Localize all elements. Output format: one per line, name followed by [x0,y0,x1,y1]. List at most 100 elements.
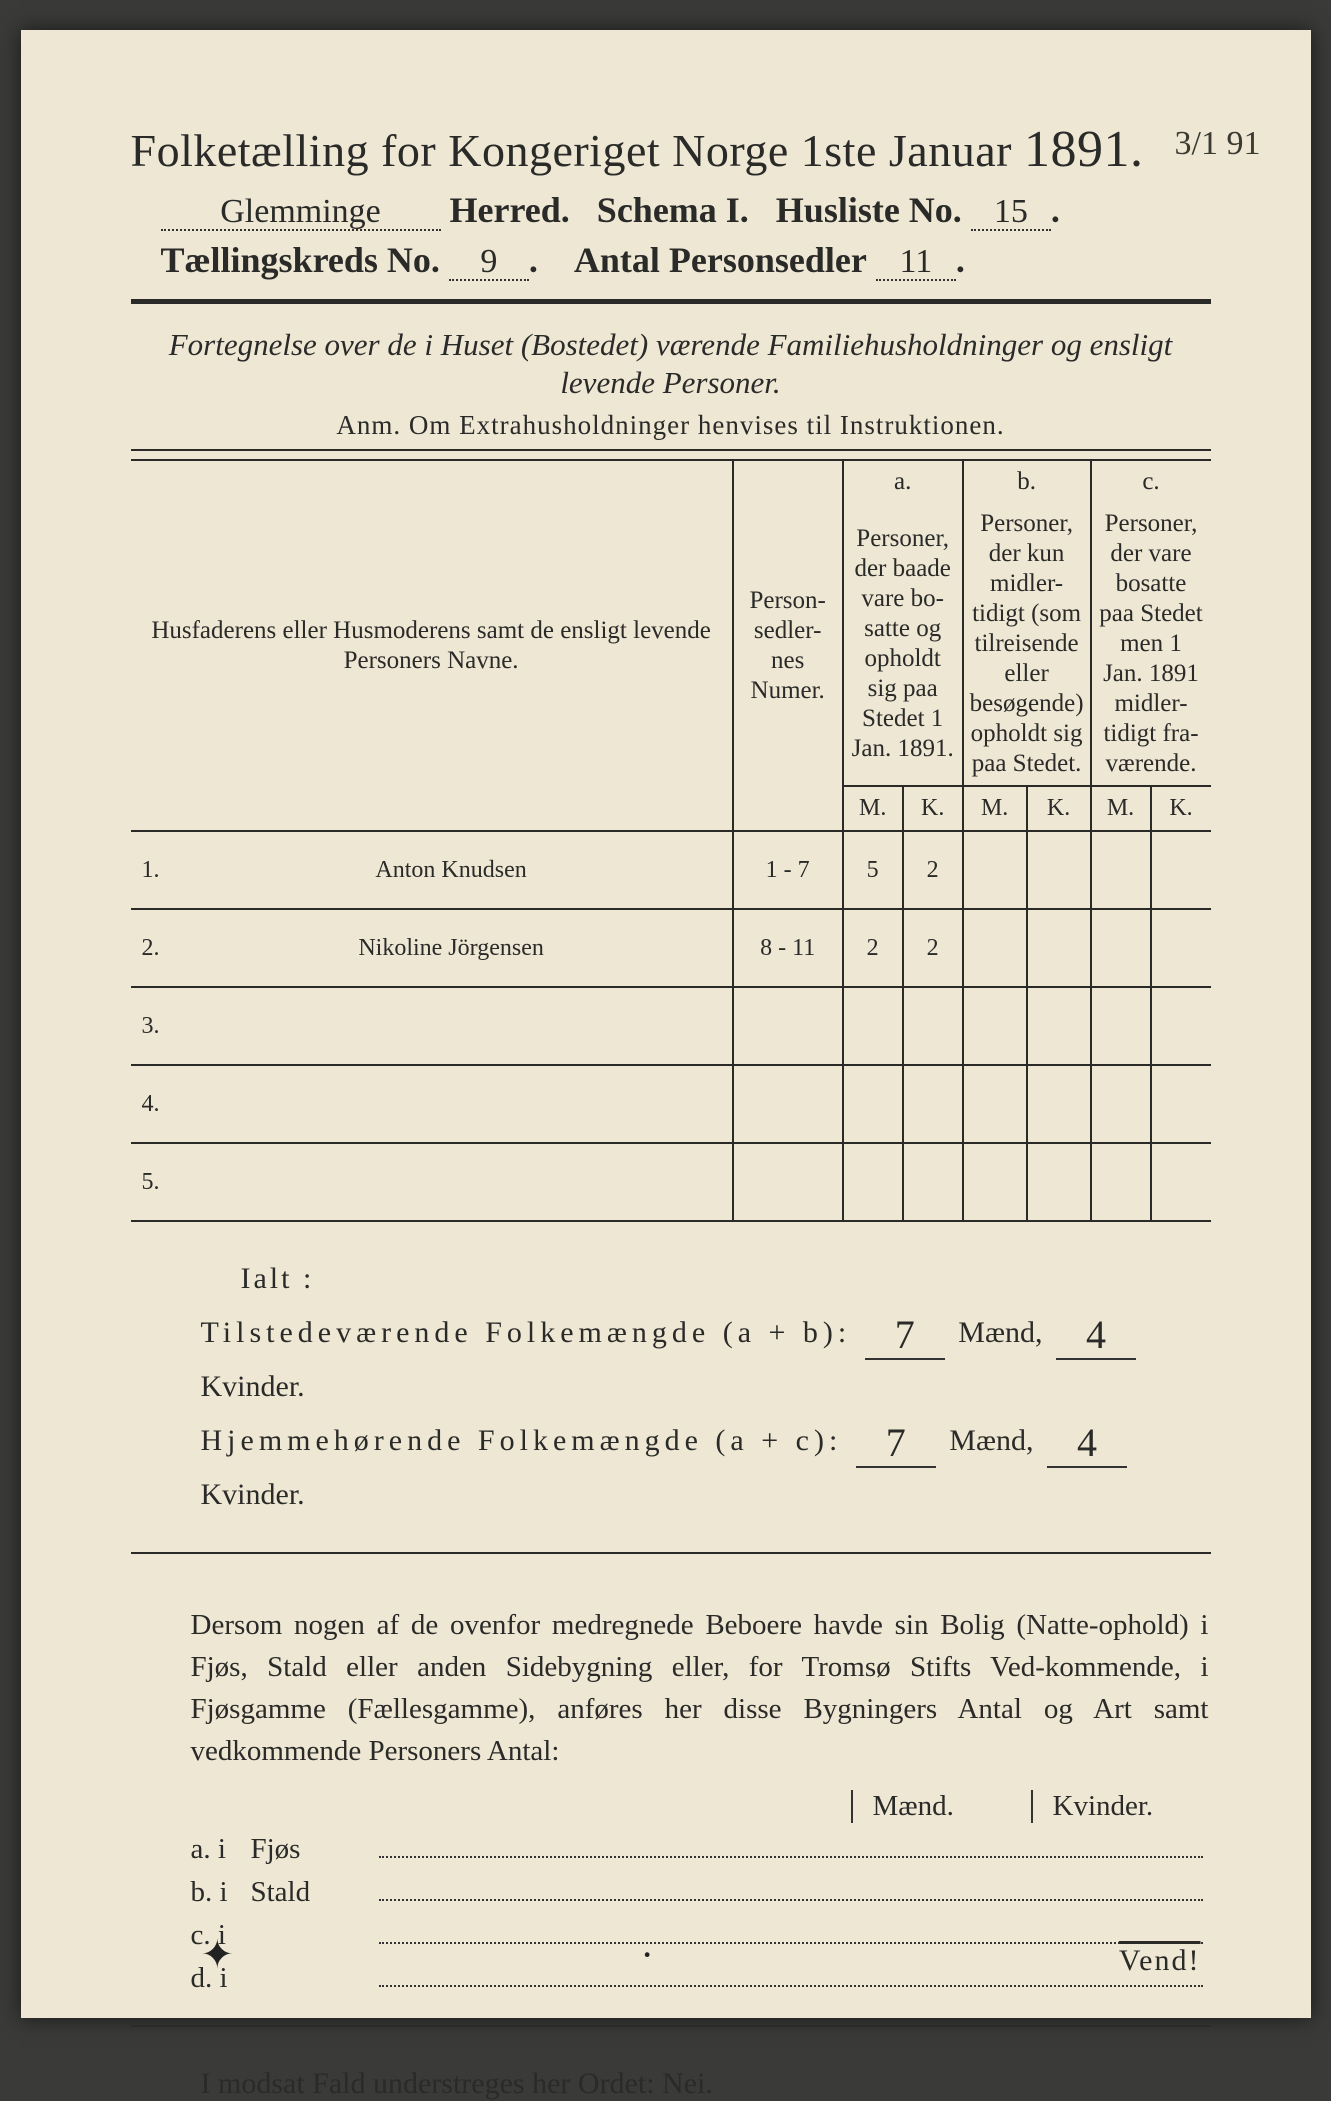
kvinder-2: Kvinder. [201,1478,305,1511]
col-a-M: 2 [843,909,903,987]
maend-1: Mænd, [958,1316,1042,1349]
ialt-line2-K: 4 [1047,1428,1127,1468]
anm-note: Anm. Om Extrahusholdninger henvises til … [131,410,1211,441]
sidebyg-row: b. iStald [191,1876,1211,1909]
col-a-text: Personer, der baade vare bo-satte og oph… [843,503,963,786]
col-b-label: b. [963,460,1091,503]
col-c-K [1151,1143,1211,1221]
sedler-numer [733,1143,843,1221]
col-a-M: 5 [843,831,903,909]
vend-label: Vend! [1119,1944,1201,1978]
householder-name: Anton Knudsen [171,831,733,909]
col-a-K [903,1143,963,1221]
dots-fill [379,1971,1203,1987]
row-number: 3. [131,987,171,1065]
table-row: 3. [131,987,1211,1065]
table-row: 2.Nikoline Jörgensen8 - 1122 [131,909,1211,987]
dots-fill [379,1928,1203,1944]
row-number: 2. [131,909,171,987]
sidebyg-mk-head: Mænd. Kvinder. [191,1790,1211,1823]
ialt-line2: Hjemmehørende Folkemængde (a + c): 7 Mæn… [201,1414,1211,1522]
subtitle-line2: levende Personer. [560,365,780,400]
mk-bM: M. [963,786,1027,831]
col-b-M [963,987,1027,1065]
mk-cM: M. [1091,786,1151,831]
sidebyg-kvinder: Kvinder. [1031,1790,1211,1823]
col-c-M [1091,1143,1151,1221]
rule-2 [131,449,1211,451]
col-c-K [1151,1065,1211,1143]
date-annotation: 3/1 91 [1175,125,1261,163]
herred-label: Herred. [450,190,570,230]
table-head-row1: Husfaderens eller Husmoderens samt de en… [131,460,1211,503]
sidebyg-row: c. i [191,1919,1211,1952]
herred-value: Glemminge [161,197,441,231]
maend-2: Mænd, [949,1424,1033,1457]
row-number: 1. [131,831,171,909]
kreds-value: 9 [449,247,529,281]
header-line-herred: Glemminge Herred. Schema I. Husliste No.… [131,189,1211,231]
table-row: 5. [131,1143,1211,1221]
col-a-M [843,987,903,1065]
ialt-label: Ialt : [201,1252,1211,1306]
col-c-M [1091,987,1151,1065]
ialt-line2-label: Hjemmehørende Folkemængde (a + c): [201,1424,843,1457]
sidebyg-row-label: b. i [191,1876,251,1909]
sedler-label: Antal Personsedler [574,240,867,280]
ialt-line1-label: Tilstedeværende Folkemængde (a + b): [201,1316,852,1349]
husliste-value: 15 [971,197,1051,231]
col-c-K [1151,987,1211,1065]
rule-3 [131,1552,1211,1554]
col-a-M [843,1065,903,1143]
householder-name [171,1143,733,1221]
sidebyg-paragraph: Dersom nogen af de ovenfor medregnede Be… [131,1604,1211,1772]
husliste-label: Husliste No. [776,190,962,230]
col-a-K [903,987,963,1065]
sidebyg-block: Mænd. Kvinder. a. iFjøsb. iStaldc. id. i [131,1790,1211,1995]
sedler-numer [733,1065,843,1143]
col-c-label: c. [1091,460,1211,503]
rule-4 [131,2025,1211,2027]
dots-fill [379,1842,1203,1858]
col-a-K: 2 [903,909,963,987]
mk-aM: M. [843,786,903,831]
col-c-M [1091,831,1151,909]
mk-aK: K. [903,786,963,831]
ialt-line1-M: 7 [865,1320,945,1360]
col-b-K [1027,1065,1091,1143]
householder-name: Nikoline Jörgensen [171,909,733,987]
ialt-line1: Tilstedeværende Folkemængde (a + b): 7 M… [201,1306,1211,1414]
sedler-value: 11 [876,247,956,281]
sidebyg-row-type: Stald [251,1876,371,1909]
col-c-M [1091,909,1151,987]
row-number: 4. [131,1065,171,1143]
census-page: 3/1 91 Folketælling for Kongeriget Norge… [21,30,1311,2018]
col-b-M [963,1065,1027,1143]
paper-defect-mid: · [641,1931,654,1978]
schema-label: Schema I. [597,190,749,230]
householder-name [171,1065,733,1143]
sedler-numer: 8 - 11 [733,909,843,987]
ialt-line2-M: 7 [856,1428,936,1468]
sidebyg-row: d. i [191,1962,1211,1995]
col-b-text: Personer, der kun midler-tidigt (som til… [963,503,1091,786]
sidebyg-row-label: a. i [191,1833,251,1866]
table-row: 1.Anton Knudsen1 - 752 [131,831,1211,909]
col-b-K [1027,1143,1091,1221]
col-b-M [963,909,1027,987]
rule-1 [131,299,1211,304]
title-year: 1891. [1024,121,1144,178]
kreds-label: Tællingskreds No. [161,240,440,280]
mk-cK: K. [1151,786,1211,831]
sidebyg-row: a. iFjøs [191,1833,1211,1866]
modsat-line: I modsat Fald understreges her Ordet: Ne… [131,2067,1211,2101]
kvinder-1: Kvinder. [201,1370,305,1403]
table-row: 4. [131,1065,1211,1143]
col-a-label: a. [843,460,963,503]
sidebyg-row-type: Fjøs [251,1833,371,1866]
head-names: Husfaderens eller Husmoderens samt de en… [131,460,733,831]
subtitle: Fortegnelse over de i Huset (Bostedet) v… [131,326,1211,402]
main-title: Folketælling for Kongeriget Norge 1ste J… [131,120,1211,179]
col-a-K [903,1065,963,1143]
head-numer: Person-sedler-nes Numer. [733,460,843,831]
